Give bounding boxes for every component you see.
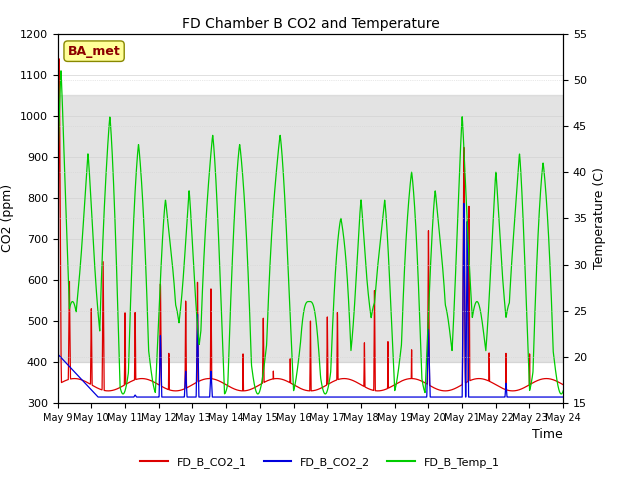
Legend: FD_B_CO2_1, FD_B_CO2_2, FD_B_Temp_1: FD_B_CO2_1, FD_B_CO2_2, FD_B_Temp_1 — [136, 452, 504, 472]
X-axis label: Time: Time — [532, 429, 563, 442]
Bar — [58, 95, 563, 362]
Y-axis label: CO2 (ppm): CO2 (ppm) — [1, 184, 14, 252]
Text: BA_met: BA_met — [68, 45, 120, 58]
Y-axis label: Temperature (C): Temperature (C) — [593, 168, 605, 269]
Title: FD Chamber B CO2 and Temperature: FD Chamber B CO2 and Temperature — [182, 17, 439, 31]
